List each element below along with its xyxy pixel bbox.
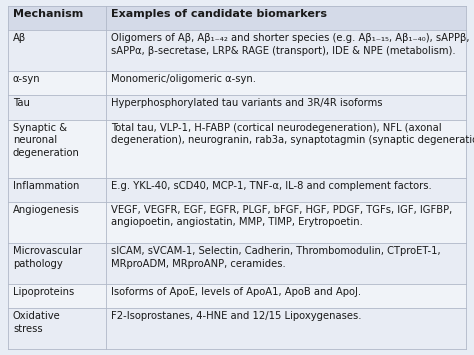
Text: Hyperphosphorylated tau variants and 3R/4R isoforms: Hyperphosphorylated tau variants and 3R/…	[111, 98, 383, 108]
Text: α-syn: α-syn	[13, 74, 41, 84]
Bar	[8, 308, 107, 349]
Bar	[107, 284, 466, 308]
Bar	[8, 202, 107, 243]
Bar	[8, 6, 107, 30]
Bar	[107, 6, 466, 30]
Bar	[8, 284, 107, 308]
Bar	[107, 71, 466, 95]
Text: Isoforms of ApoE, levels of ApoA1, ApoB and ApoJ.: Isoforms of ApoE, levels of ApoA1, ApoB …	[111, 287, 362, 297]
Text: Total tau, VLP-1, H-FABP (cortical neurodegeneration), NFL (axonal
degeneration): Total tau, VLP-1, H-FABP (cortical neuro…	[111, 122, 474, 146]
Bar	[107, 178, 466, 202]
Text: VEGF, VEGFR, EGF, EGFR, PLGF, bFGF, HGF, PDGF, TGFs, IGF, IGFBP,
angiopoetin, an: VEGF, VEGFR, EGF, EGFR, PLGF, bFGF, HGF,…	[111, 205, 453, 228]
Text: F2-Isoprostanes, 4-HNE and 12/15 Lipoxygenases.: F2-Isoprostanes, 4-HNE and 12/15 Lipoxyg…	[111, 311, 362, 321]
Text: Synaptic &
neuronal
degeneration: Synaptic & neuronal degeneration	[13, 122, 80, 158]
Bar	[8, 120, 107, 178]
Bar	[8, 71, 107, 95]
Text: Oligomers of Aβ, Aβ₁₋₄₂ and shorter species (e.g. Aβ₁₋₁₅, Aβ₁₋₄₀), sAPPβ,
sAPPα,: Oligomers of Aβ, Aβ₁₋₄₂ and shorter spec…	[111, 33, 470, 56]
Bar	[107, 308, 466, 349]
Text: Inflammation: Inflammation	[13, 180, 79, 191]
Text: sICAM, sVCAM-1, Selectin, Cadherin, Thrombomodulin, CTproET-1,
MRproADM, MRproAN: sICAM, sVCAM-1, Selectin, Cadherin, Thro…	[111, 246, 441, 268]
Text: Microvascular
pathology: Microvascular pathology	[13, 246, 82, 268]
Bar	[8, 243, 107, 284]
Text: Examples of candidate biomarkers: Examples of candidate biomarkers	[111, 9, 328, 19]
Bar	[107, 120, 466, 178]
Text: Angiogenesis: Angiogenesis	[13, 205, 80, 215]
Text: Oxidative
stress: Oxidative stress	[13, 311, 61, 334]
Text: Lipoproteins: Lipoproteins	[13, 287, 74, 297]
Bar	[107, 30, 466, 71]
Bar	[107, 202, 466, 243]
Bar	[8, 30, 107, 71]
Text: Monomeric/oligomeric α-syn.: Monomeric/oligomeric α-syn.	[111, 74, 256, 84]
Bar	[8, 178, 107, 202]
Text: Aβ: Aβ	[13, 33, 26, 43]
Text: Tau: Tau	[13, 98, 30, 108]
Text: Mechanism: Mechanism	[13, 9, 83, 19]
Bar	[107, 95, 466, 120]
Bar	[107, 243, 466, 284]
Text: E.g. YKL-40, sCD40, MCP-1, TNF-α, IL-8 and complement factors.: E.g. YKL-40, sCD40, MCP-1, TNF-α, IL-8 a…	[111, 180, 432, 191]
Bar	[8, 95, 107, 120]
